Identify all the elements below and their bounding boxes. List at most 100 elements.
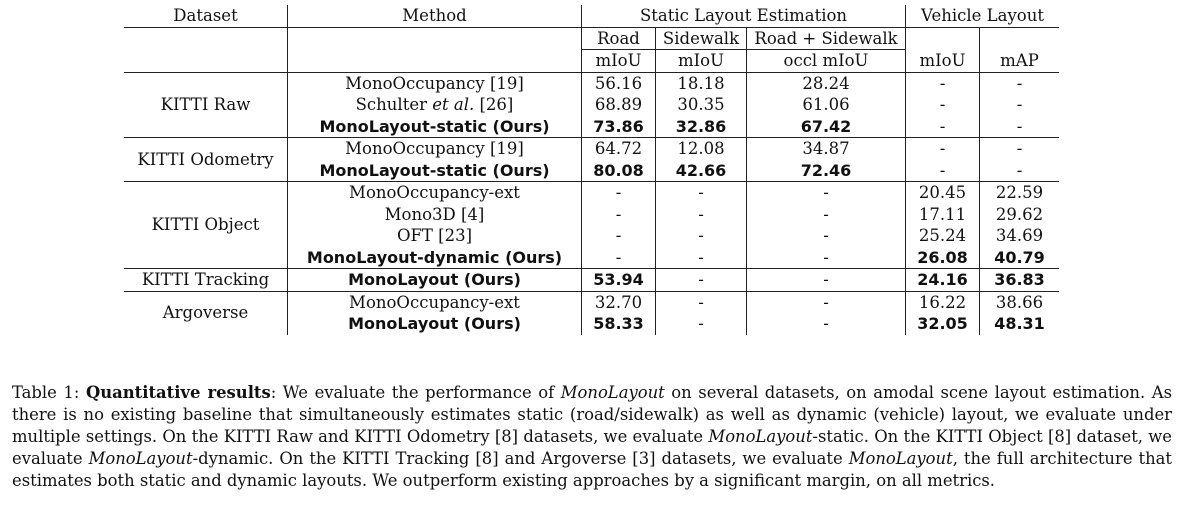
- table-row: OFT [23] - - -25.24 34.69: [124, 225, 1059, 247]
- table-row: Schulter et al. [26] 68.89 30.35 61.06- -: [124, 94, 1059, 116]
- method-cell: MonoLayout (Ours): [287, 313, 582, 335]
- sidewalk-miou-cell: 42.66: [655, 159, 747, 182]
- vehicle-map-cell: -: [1016, 116, 1023, 136]
- caption-em-1: MonoLayout: [560, 383, 665, 402]
- table-header: Dataset Method Static Layout Estimation …: [124, 5, 1059, 72]
- vehicle-miou-cell: 26.08: [905, 246, 980, 269]
- table-row: MonoLayout-dynamic (Ours) - - -26.08 40.79: [124, 246, 1059, 269]
- sidewalk-miou-cell: -: [655, 313, 747, 335]
- caption-label: Table 1:: [12, 383, 80, 402]
- sidewalk-miou-cell: -: [655, 246, 747, 269]
- method-cell: OFT [23]: [287, 225, 582, 247]
- results-table: Dataset Method Static Layout Estimation …: [124, 5, 1059, 335]
- results-table-container: Dataset Method Static Layout Estimation …: [124, 5, 1059, 335]
- road-miou-cell: -: [581, 203, 656, 225]
- sidewalk-miou-cell: 12.08: [655, 137, 747, 160]
- sidewalk-miou-cell: 30.35: [655, 94, 747, 116]
- road-miou-cell: 53.94: [581, 268, 656, 291]
- vehicle-miou-cell: -: [905, 137, 980, 160]
- dataset-cell: KITTI Odometry: [124, 137, 288, 182]
- method-cell: MonoLayout (Ours): [287, 268, 582, 291]
- road-sidewalk-occl-miou-cell: 28.24: [746, 71, 906, 94]
- caption-em-2: MonoLayout: [708, 427, 813, 446]
- header-vehicle-layout: Vehicle Layout: [921, 6, 1044, 25]
- caption-text-1: : We evaluate the performance of: [270, 383, 561, 402]
- header-vehicle-miou: mIoU: [905, 49, 980, 72]
- caption-em-4: MonoLayout: [848, 449, 953, 468]
- road-sidewalk-occl-miou-cell: -: [746, 246, 906, 269]
- sidewalk-miou-cell: -: [655, 268, 747, 291]
- road-sidewalk-occl-miou-cell: 72.46: [746, 159, 906, 182]
- caption-text-2: on several datasets, on amodal scene lay…: [12, 383, 1172, 446]
- vehicle-miou-cell: 20.45: [905, 181, 980, 204]
- vehicle-miou-cell: 24.16: [905, 268, 980, 291]
- dataset-cell: KITTI Tracking: [124, 268, 288, 291]
- header-road-sidewalk: Road + Sidewalk: [746, 26, 906, 50]
- vehicle-map-cell: 36.83: [979, 268, 1059, 291]
- vehicle-miou-cell: 25.24: [905, 225, 980, 247]
- header-vehicle-blank-2: [979, 26, 1059, 50]
- vehicle-map-cell: 40.79: [994, 247, 1045, 267]
- method-cell: Mono3D [4]: [287, 203, 582, 225]
- road-miou-cell: 32.70: [581, 290, 656, 313]
- road-miou-cell: -: [581, 225, 656, 247]
- caption-text-4: -dynamic. On the KITTI Tracking [8] and …: [192, 449, 849, 468]
- road-sidewalk-occl-miou-cell: -: [746, 313, 906, 335]
- vehicle-map-cell: 38.66: [979, 290, 1059, 313]
- header-vehicle-map: mAP: [1000, 50, 1039, 70]
- header-road: Road: [581, 26, 656, 50]
- vehicle-miou-cell: -: [905, 115, 980, 138]
- vehicle-map-cell: 22.59: [979, 181, 1059, 204]
- vehicle-map-cell: -: [1016, 95, 1023, 114]
- road-miou-cell: 56.16: [581, 71, 656, 94]
- road-sidewalk-occl-miou-cell: -: [746, 203, 906, 225]
- sidewalk-miou-cell: -: [655, 181, 747, 204]
- road-sidewalk-occl-miou-cell: -: [746, 268, 906, 291]
- table-row: MonoLayout-static (Ours) 73.86 32.86 67.42-…: [124, 115, 1059, 138]
- dataset-cell: Argoverse: [124, 290, 288, 335]
- table-row: MonoLayout (Ours) 58.33- -32.05 48.31: [124, 313, 1059, 335]
- vehicle-map-cell: -: [1016, 160, 1023, 180]
- header-empty-method-2: [287, 49, 582, 72]
- header-empty-method: [287, 26, 582, 50]
- header-rs-occl-miou: occl mIoU: [746, 49, 906, 72]
- sidewalk-miou-cell: -: [655, 203, 747, 225]
- road-sidewalk-occl-miou-cell: -: [746, 290, 906, 313]
- vehicle-map-cell: 48.31: [994, 314, 1045, 333]
- caption-title: Quantitative results: [85, 383, 271, 402]
- method-cell: MonoLayout-dynamic (Ours): [287, 246, 582, 269]
- vehicle-miou-cell: 16.22: [905, 290, 980, 313]
- dataset-cell: KITTI Raw: [124, 71, 288, 138]
- vehicle-miou-cell: -: [905, 159, 980, 182]
- sidewalk-miou-cell: -: [655, 225, 747, 247]
- method-name-post: [26]: [474, 95, 514, 114]
- method-cell: MonoOccupancy [19]: [287, 137, 582, 160]
- caption-text-3: -static. On the KITTI Object [8] dataset…: [12, 427, 1172, 468]
- vehicle-map-cell: -: [979, 137, 1059, 160]
- vehicle-miou-cell: 17.11: [905, 203, 980, 225]
- method-cell: Schulter et al. [26]: [287, 94, 582, 116]
- method-name-em: et al.: [432, 95, 475, 114]
- vehicle-map-cell: 34.69: [995, 226, 1044, 245]
- dataset-cell: KITTI Object: [124, 181, 288, 269]
- table-row: KITTI Odometry MonoOccupancy [19] 64.72 12.…: [124, 137, 1059, 182]
- table-row: KITTI Tracking MonoLayout (Ours) 53.94- -24…: [124, 268, 1059, 291]
- road-miou-cell: 80.08: [581, 159, 656, 182]
- method-cell: MonoOccupancy-ext: [287, 290, 582, 313]
- table-body: KITTI Raw MonoOccupancy [19] 56.16 18.18 28.…: [124, 71, 1059, 335]
- table-row: KITTI Object MonoOccupancy-ext - - -20.45 22.…: [124, 181, 1059, 269]
- sidewalk-miou-cell: 32.86: [655, 115, 747, 138]
- road-sidewalk-occl-miou-cell: 61.06: [746, 94, 906, 116]
- road-sidewalk-occl-miou-cell: 67.42: [746, 115, 906, 138]
- road-sidewalk-occl-miou-cell: 34.87: [746, 137, 906, 160]
- vehicle-miou-cell: 32.05: [905, 313, 980, 335]
- method-cell: MonoLayout-static (Ours): [287, 115, 582, 138]
- table-row: Argoverse MonoOccupancy-ext 32.70- -16.22 38…: [124, 290, 1059, 335]
- sidewalk-miou-cell: -: [655, 290, 747, 313]
- vehicle-miou-cell: -: [905, 94, 980, 116]
- road-miou-cell: -: [581, 181, 656, 204]
- header-vehicle-blank: [905, 26, 980, 50]
- road-miou-cell: 73.86: [581, 115, 656, 138]
- method-cell: MonoLayout-static (Ours): [287, 159, 582, 182]
- caption-em-3: MonoLayout: [88, 449, 193, 468]
